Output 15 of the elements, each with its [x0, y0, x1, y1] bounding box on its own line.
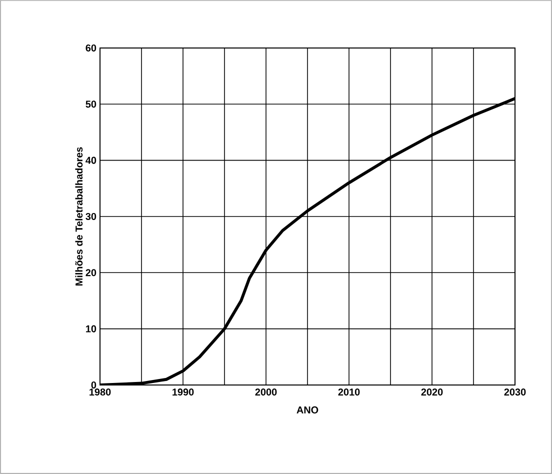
x-tick-label: 2030: [504, 388, 526, 396]
x-tick-label: 1980: [90, 388, 111, 396]
y-tick-label: 20: [86, 269, 96, 276]
y-tick-label: 50: [86, 100, 96, 108]
y-tick-label: 60: [86, 44, 96, 52]
y-axis-title: Milhões de Teletrabalhadores: [75, 147, 83, 286]
x-tick-label: 1990: [172, 388, 194, 396]
x-axis-title: ANO: [296, 406, 318, 414]
y-tick-label: 10: [86, 325, 96, 332]
x-tick-label: 2010: [338, 388, 360, 396]
y-tick-label: 30: [86, 212, 96, 220]
y-tick-label: 0: [91, 381, 96, 389]
y-tick-label: 40: [86, 156, 96, 164]
x-tick-label: 2020: [421, 388, 443, 396]
x-tick-label: 2000: [255, 388, 277, 396]
